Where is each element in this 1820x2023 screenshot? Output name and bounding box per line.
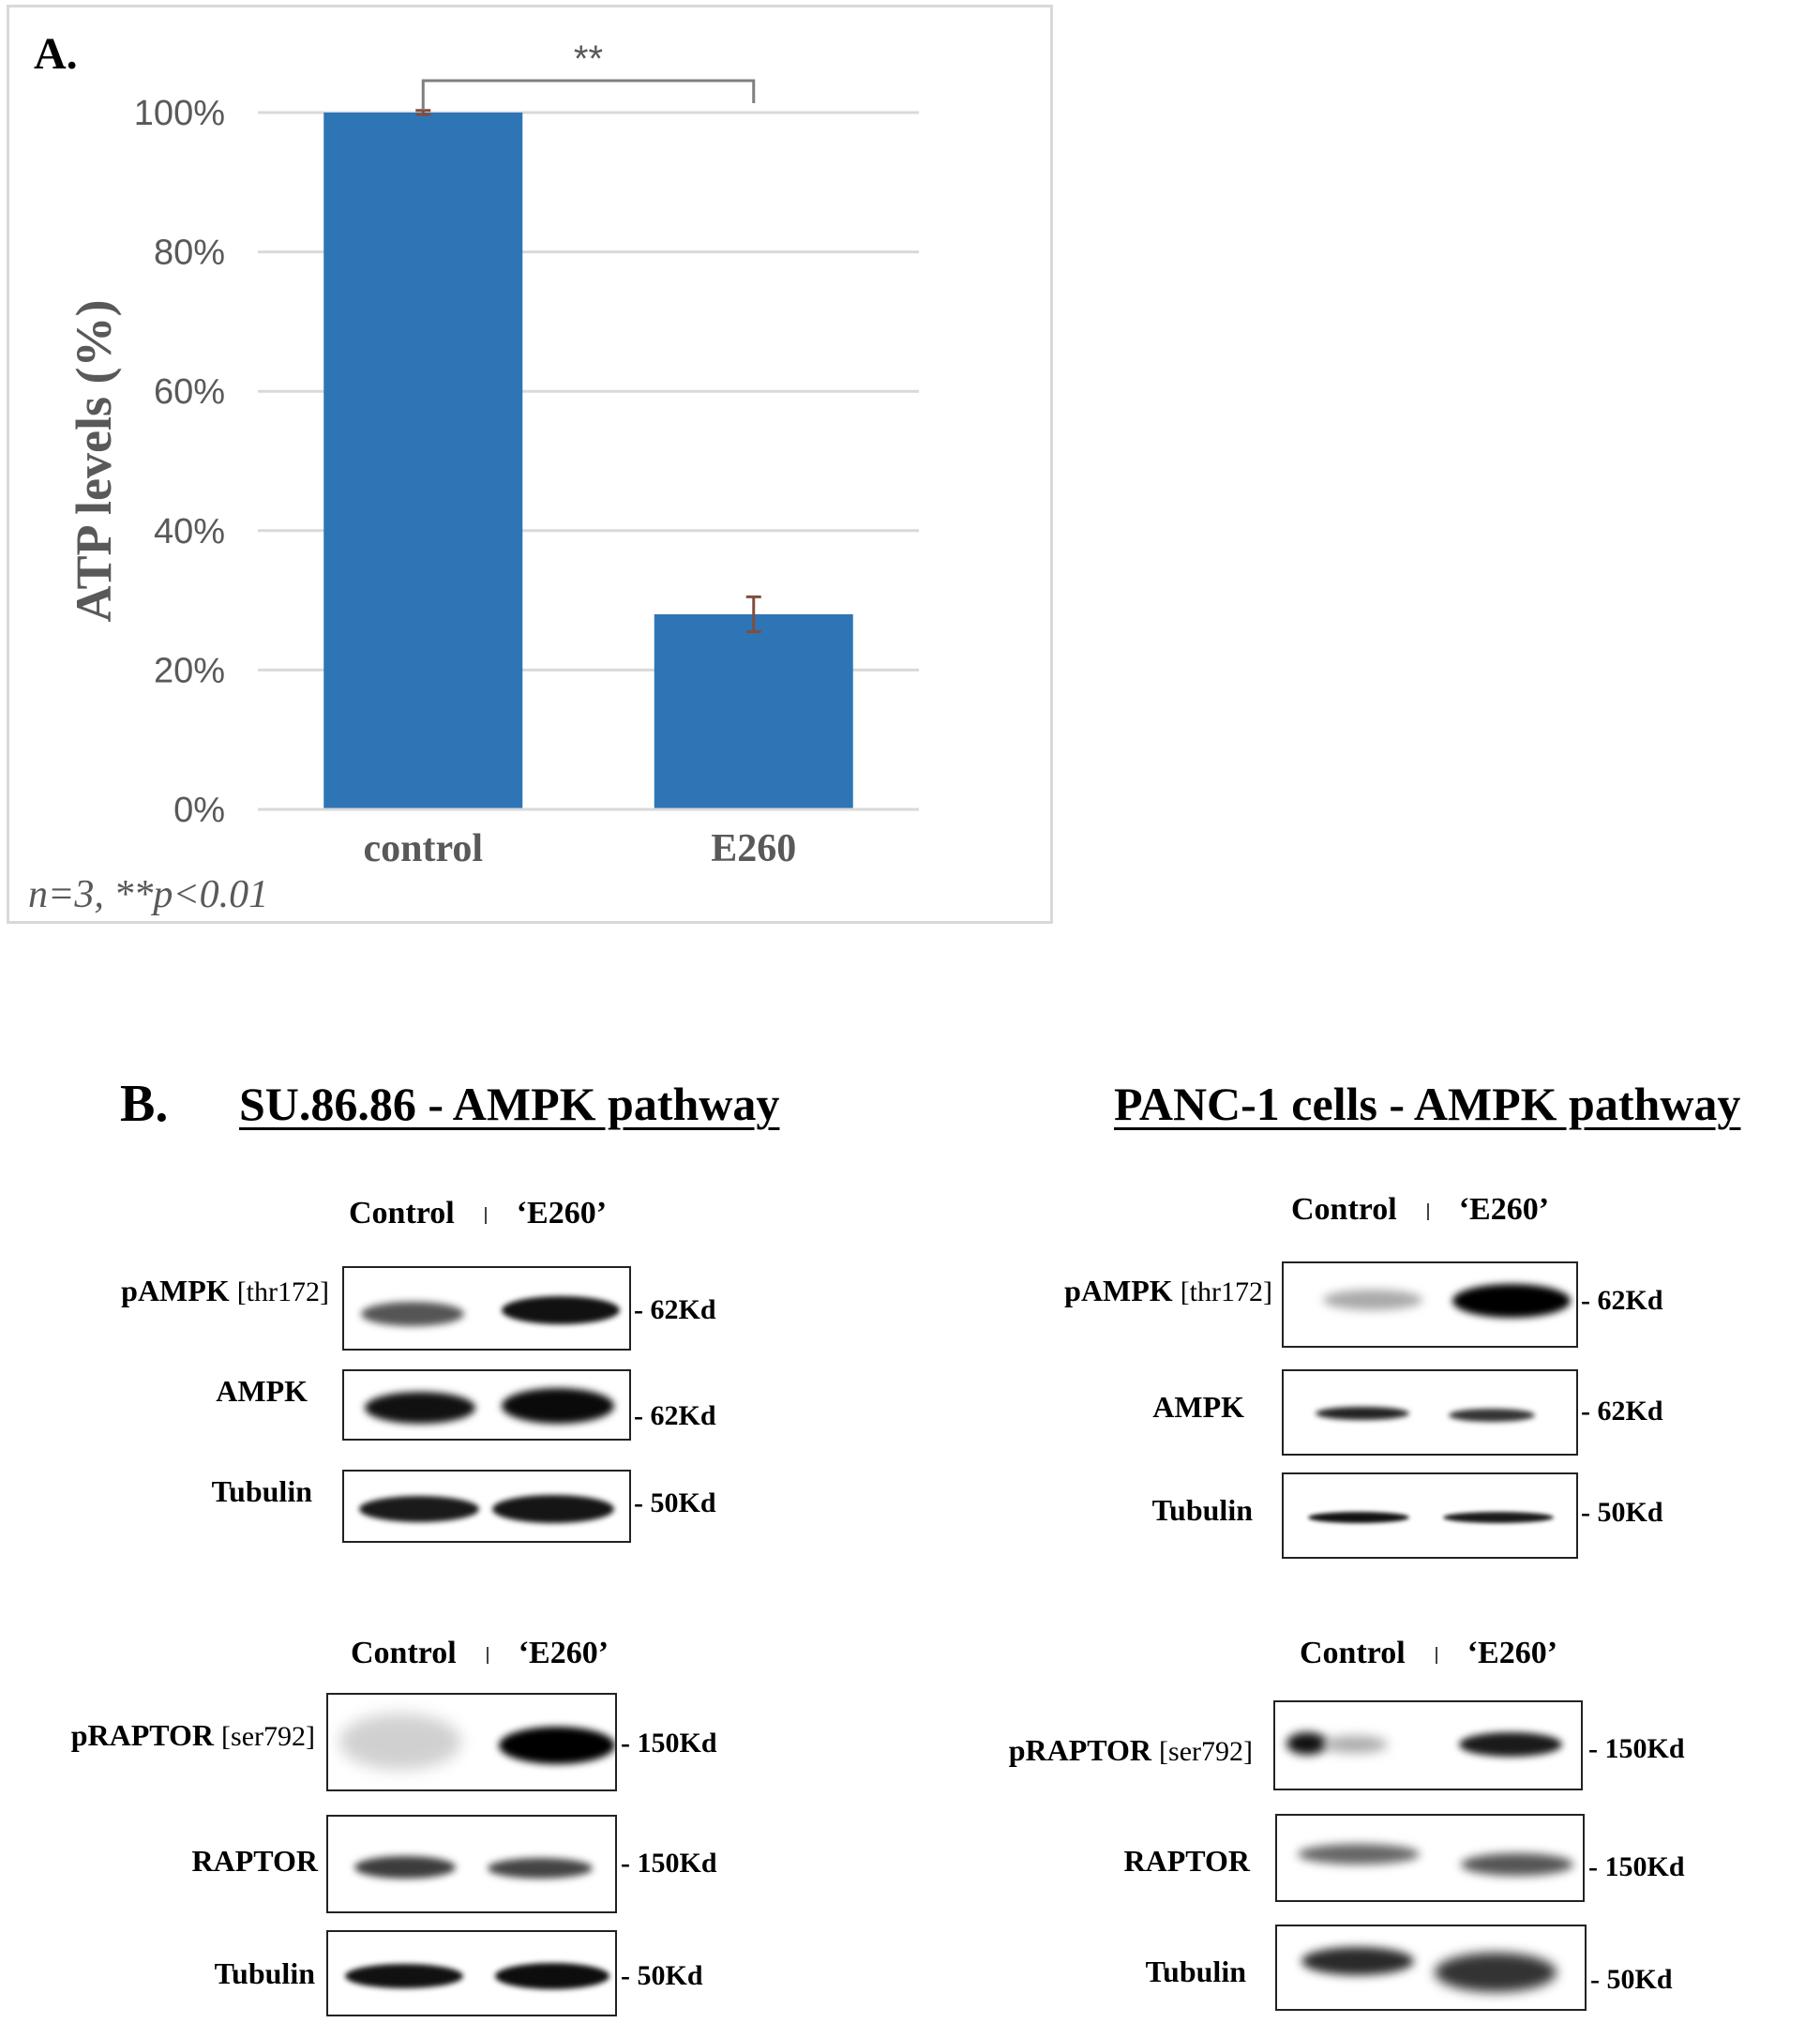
protein-label-tubulin: Tubulin xyxy=(1151,1493,1253,1527)
mw-label: - 150Kd xyxy=(1588,1851,1685,1882)
protein-label-praptor: pRAPTOR [ser792] xyxy=(70,1718,315,1752)
band-control xyxy=(1298,1844,1420,1864)
protein-label-raptor: RAPTOR xyxy=(1123,1844,1250,1878)
mw-label: - 50Kd xyxy=(1581,1497,1663,1528)
band-e260 xyxy=(502,1388,614,1424)
band-e260 xyxy=(1435,1953,1557,1992)
protein-label-pampk: pAMPK [thr172] xyxy=(121,1274,329,1307)
mw-label: - 150Kd xyxy=(621,1728,717,1759)
lane-label-e260: ‘E260’ xyxy=(516,1196,608,1230)
blot-raptor-panc1 xyxy=(1275,1814,1585,1902)
blot-tubulin-panc1 xyxy=(1282,1472,1578,1559)
band-e260 xyxy=(499,1727,615,1764)
bar xyxy=(323,113,523,809)
atp-bar-chart: 0% 20% 40% 60% 80% 100% ATP levels (%) control E… xyxy=(66,38,919,870)
lane-label-control: Control xyxy=(1291,1192,1397,1227)
band-control xyxy=(359,1496,479,1522)
y-tick-label: 0% xyxy=(173,791,225,830)
band-e260 xyxy=(1459,1732,1562,1757)
y-axis-label: ATP levels (%) xyxy=(66,300,122,623)
blot-ampk-panc1 xyxy=(1282,1369,1578,1456)
mw-label: - 62Kd xyxy=(634,1400,716,1431)
panel-a-label: A. xyxy=(34,29,78,79)
lane-header-su8686-top: Control ‘E260’ xyxy=(349,1196,607,1231)
protein-label-raptor: RAPTOR xyxy=(191,1844,318,1878)
blot-tubulin-su8686 xyxy=(342,1470,631,1543)
lane-separator xyxy=(1426,1203,1429,1221)
chart-footnote: n=3, **p<0.01 xyxy=(28,873,269,916)
band-control xyxy=(365,1392,475,1424)
y-tick-label: 40% xyxy=(154,512,225,551)
lane-separator xyxy=(486,1647,489,1665)
lane-label-control: Control xyxy=(349,1196,455,1230)
bar xyxy=(654,613,853,809)
lane-label-control: Control xyxy=(1300,1636,1406,1670)
mw-label: - 62Kd xyxy=(1581,1285,1663,1316)
band-e260 xyxy=(502,1296,620,1324)
mw-label: - 50Kd xyxy=(1590,1964,1673,1995)
lane-header-panc1-top: Control ‘E260’ xyxy=(1291,1192,1549,1228)
band-control xyxy=(345,1964,463,1988)
band-e260 xyxy=(1461,1853,1573,1876)
protein-label-ampk: AMPK xyxy=(216,1374,308,1408)
lane-header-panc1-bottom: Control ‘E260’ xyxy=(1300,1636,1557,1671)
mw-label: - 50Kd xyxy=(634,1487,716,1518)
mw-label: - 150Kd xyxy=(1588,1733,1685,1764)
mw-label: - 50Kd xyxy=(621,1960,703,1991)
significance-marker: ** xyxy=(574,38,603,80)
blot-ampk-su8686 xyxy=(342,1369,631,1441)
lane-separator xyxy=(1435,1647,1437,1665)
lane-label-e260: ‘E260’ xyxy=(1467,1636,1558,1670)
y-tick-label: 20% xyxy=(154,651,225,690)
band-e260 xyxy=(1449,1409,1535,1422)
band-control xyxy=(1323,1290,1422,1310)
panel-b-label: B. xyxy=(120,1075,169,1133)
blot-praptor-su8686 xyxy=(326,1693,617,1791)
blot-title-su8686: SU.86.86 - AMPK pathway xyxy=(239,1078,780,1130)
significance-bracket xyxy=(421,79,756,109)
lane-header-su8686-bottom: Control ‘E260’ xyxy=(351,1636,609,1671)
blot-tubulin-panc1-bottom xyxy=(1275,1925,1587,2011)
lane-label-e260: ‘E260’ xyxy=(518,1636,609,1670)
band-e260 xyxy=(1452,1284,1571,1318)
band-control xyxy=(1316,1407,1409,1420)
mw-label: - 150Kd xyxy=(621,1848,717,1879)
protein-label-tubulin: Tubulin xyxy=(211,1474,312,1508)
lane-separator xyxy=(484,1207,487,1225)
lane-label-e260: ‘E260’ xyxy=(1458,1192,1550,1227)
lane-label-control: Control xyxy=(351,1636,457,1670)
x-tick-label: control xyxy=(363,827,483,870)
protein-label-praptor: pRAPTOR [ser792] xyxy=(1008,1733,1253,1767)
blot-title-panc1: PANC-1 cells - AMPK pathway xyxy=(1114,1078,1741,1130)
band-control xyxy=(1308,1512,1409,1523)
y-tick-label: 60% xyxy=(154,372,225,412)
protein-label-pampk: pAMPK [thr172] xyxy=(1064,1274,1272,1307)
band-e260 xyxy=(495,1963,609,1989)
y-tick-label: 80% xyxy=(154,234,225,273)
band-control xyxy=(339,1714,461,1770)
band-e260 xyxy=(1443,1512,1554,1523)
blot-pampk-su8686 xyxy=(342,1266,631,1351)
band-e260 xyxy=(488,1858,593,1879)
blot-pampk-panc1 xyxy=(1282,1261,1578,1348)
mw-label: - 62Kd xyxy=(634,1294,716,1325)
panel-a-chart: 0% 20% 40% 60% 80% 100% ATP levels (%) control E… xyxy=(7,5,1053,924)
band-control xyxy=(1286,1732,1328,1755)
band-control xyxy=(354,1856,456,1879)
protein-label-ampk: AMPK xyxy=(1152,1390,1244,1424)
blot-praptor-panc1 xyxy=(1273,1700,1583,1790)
band-control xyxy=(1301,1947,1414,1975)
mw-label: - 62Kd xyxy=(1581,1396,1663,1427)
protein-label-tubulin: Tubulin xyxy=(214,1956,315,1990)
blot-raptor-su8686 xyxy=(326,1815,617,1913)
band-control-tail xyxy=(1322,1736,1388,1753)
y-tick-label: 100% xyxy=(134,94,225,133)
protein-label-tubulin: Tubulin xyxy=(1145,1955,1246,1988)
blot-tubulin-su8686-bottom xyxy=(326,1930,617,2016)
x-tick-label: E260 xyxy=(711,827,796,870)
band-e260 xyxy=(492,1495,614,1523)
band-control xyxy=(361,1302,464,1326)
